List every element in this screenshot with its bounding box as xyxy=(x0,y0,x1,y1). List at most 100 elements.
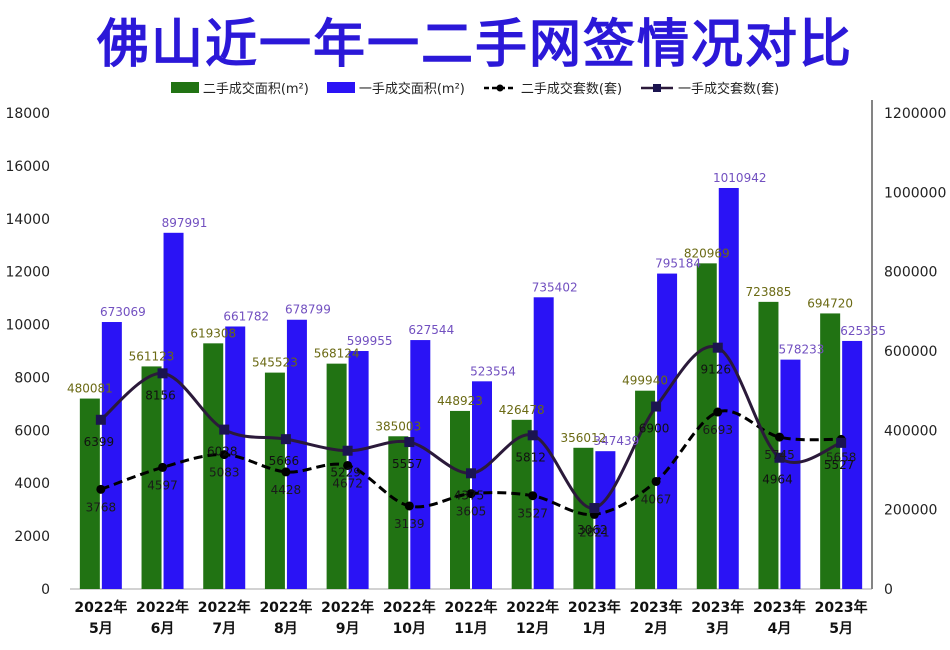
x-tick-label-month: 5月 xyxy=(829,621,853,637)
line-label-second-hand-count: 4067 xyxy=(641,492,672,506)
bar-label-first-hand-area: 673069 xyxy=(100,305,146,319)
point-first-hand-count xyxy=(651,401,662,412)
y-left-tick-label: 8000 xyxy=(14,370,50,386)
bar-second-hand-area xyxy=(511,419,532,589)
legend-label-second-hand-area: 二手成交面积(m²) xyxy=(202,82,309,97)
line-label-first-hand-count: 9126 xyxy=(700,363,731,377)
y-right-tick-label: 200000 xyxy=(884,503,937,519)
point-second-hand-count xyxy=(158,462,168,472)
line-label-first-hand-count: 6399 xyxy=(84,435,115,449)
legend-swatch-second-hand-count xyxy=(483,84,516,91)
y-left-tick-label: 12000 xyxy=(5,265,50,281)
bar-label-first-hand-area: 347439 xyxy=(593,434,639,448)
x-tick-label-month: 5月 xyxy=(89,621,113,637)
x-tick-label-year: 2022年 xyxy=(74,599,127,616)
bar-label-second-hand-area: 448923 xyxy=(437,394,483,408)
x-tick-label-year: 2023年 xyxy=(568,599,621,616)
line-label-second-hand-count: 2821 xyxy=(579,525,610,539)
legend-label-first-hand-area: 一手成交面积(m²) xyxy=(358,82,465,97)
bar-label-first-hand-area: 599955 xyxy=(347,334,393,348)
y-left-tick-label: 16000 xyxy=(5,159,50,175)
y-right-tick-label: 400000 xyxy=(884,423,937,439)
x-tick-label-year: 2022年 xyxy=(445,599,498,616)
legend-label-second-hand-count: 二手成交套数(套) xyxy=(520,82,623,97)
bar-second-hand-area xyxy=(79,398,100,589)
x-tick-label-year: 2023年 xyxy=(753,599,806,616)
point-second-hand-count xyxy=(343,460,353,470)
legend-label-first-hand-count: 一手成交套数(套) xyxy=(678,82,780,97)
x-tick-label-month: 10月 xyxy=(393,621,426,637)
bar-label-first-hand-area: 897991 xyxy=(162,216,208,230)
bar-first-hand-area xyxy=(718,187,739,589)
line-label-first-hand-count: 5812 xyxy=(515,450,546,464)
bar-label-first-hand-area: 678799 xyxy=(285,303,331,317)
line-label-second-hand-count: 5658 xyxy=(826,450,857,464)
x-tick-label-year: 2023年 xyxy=(815,599,868,616)
bar-second-hand-area xyxy=(326,363,347,589)
legend-swatch-first-hand-count xyxy=(641,83,674,92)
line-label-second-hand-count: 3139 xyxy=(394,517,425,531)
bar-first-hand-area xyxy=(595,451,616,589)
bar-label-second-hand-area: 480081 xyxy=(67,382,113,396)
line-label-first-hand-count: 6028 xyxy=(207,445,238,459)
bar-second-hand-area xyxy=(388,436,409,589)
bar-label-second-hand-area: 723885 xyxy=(746,285,792,299)
point-first-hand-count xyxy=(157,368,168,379)
bar-label-second-hand-area: 561123 xyxy=(129,349,175,363)
x-tick-label-year: 2022年 xyxy=(136,599,189,616)
x-tick-label-year: 2022年 xyxy=(506,599,559,616)
y-left-tick-label: 10000 xyxy=(5,318,50,334)
bar-label-second-hand-area: 568124 xyxy=(314,347,360,361)
bar-first-hand-area xyxy=(657,273,678,589)
point-second-hand-count xyxy=(774,432,784,442)
line-label-second-hand-count: 4672 xyxy=(332,476,363,490)
y-right-tick-label: 800000 xyxy=(884,265,937,281)
point-second-hand-count xyxy=(96,484,106,494)
line-label-second-hand-count: 3605 xyxy=(456,505,487,519)
legend-item-first-hand-count: 一手成交套数(套) xyxy=(640,78,779,97)
point-first-hand-count xyxy=(219,424,230,435)
x-tick-label-year: 2022年 xyxy=(198,599,251,616)
x-tick-label-month: 6月 xyxy=(151,621,175,637)
x-tick-label-month: 9月 xyxy=(336,621,360,637)
point-second-hand-count xyxy=(281,467,291,477)
line-label-first-hand-count: 4964 xyxy=(762,473,793,487)
bar-label-first-hand-area: 523554 xyxy=(470,364,516,378)
point-second-hand-count xyxy=(466,489,476,499)
y-left-tick-label: 4000 xyxy=(14,476,50,492)
bar-label-first-hand-area: 1010942 xyxy=(713,171,766,185)
line-label-second-hand-count: 4428 xyxy=(271,483,302,497)
line-label-second-hand-count: 6693 xyxy=(702,423,733,437)
y-left-tick-label: 14000 xyxy=(5,212,50,228)
bar-first-hand-area xyxy=(286,319,307,589)
line-label-second-hand-count: 3768 xyxy=(86,500,117,514)
bar-first-hand-area xyxy=(842,340,863,589)
bar-first-hand-area xyxy=(101,322,122,589)
point-first-hand-count xyxy=(774,452,785,463)
point-first-hand-count xyxy=(342,445,353,456)
x-tick-label-month: 1月 xyxy=(583,621,607,637)
line-label-first-hand-count: 8156 xyxy=(145,388,176,402)
bar-label-second-hand-area: 356012 xyxy=(560,431,606,445)
bar-label-second-hand-area: 499940 xyxy=(622,374,668,388)
bar-second-hand-area xyxy=(203,343,224,589)
bar-label-second-hand-area: 619308 xyxy=(190,326,236,340)
legend-item-second-hand-count: 二手成交套数(套) xyxy=(483,78,622,97)
x-tick-label-month: 11月 xyxy=(454,621,487,637)
line-label-first-hand-count: 5666 xyxy=(269,454,300,468)
legend: 二手成交面积(m²) 一手成交面积(m²) 二手成交套数(套) 一手成交套数(套… xyxy=(0,78,950,97)
bar-label-second-hand-area: 385003 xyxy=(375,419,421,433)
y-right-tick-label: 0 xyxy=(884,582,893,598)
y-right-tick-label: 1000000 xyxy=(884,185,946,201)
line-label-first-hand-count: 6900 xyxy=(639,422,670,436)
bar-second-hand-area xyxy=(450,410,470,589)
x-tick-label-year: 2023年 xyxy=(630,599,683,616)
bar-label-first-hand-area: 795184 xyxy=(655,257,701,271)
x-tick-label-month: 4月 xyxy=(768,621,792,637)
point-second-hand-count xyxy=(713,407,723,417)
point-first-hand-count xyxy=(712,342,723,353)
point-first-hand-count xyxy=(280,434,291,445)
legend-item-second-hand-area: 二手成交面积(m²) xyxy=(170,78,309,97)
point-first-hand-count xyxy=(527,430,538,441)
